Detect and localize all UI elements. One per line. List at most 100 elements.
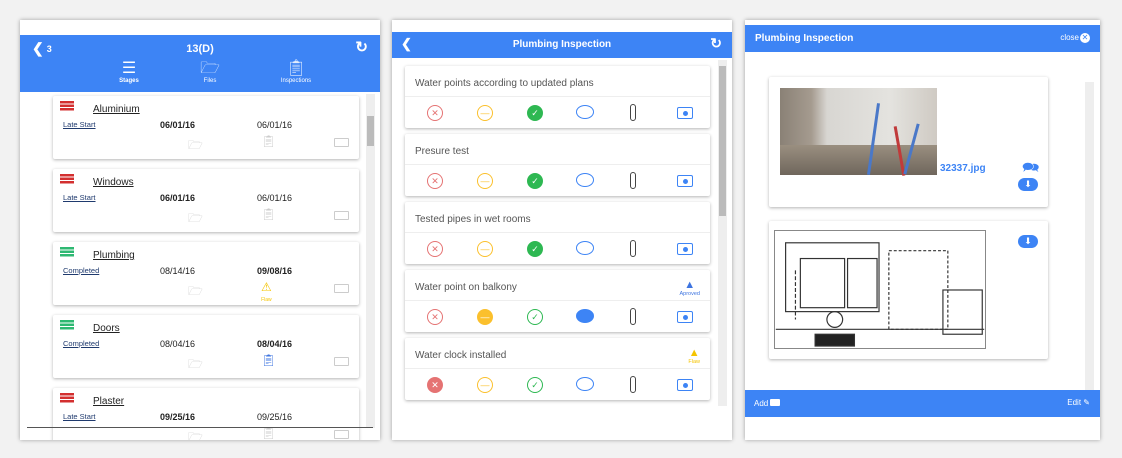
paperclip-icon[interactable] [630,240,636,257]
photo-thumbnail[interactable] [780,88,937,176]
fail-icon[interactable]: ✕ [427,377,443,393]
stage-card[interactable]: Doors Completed 08/04/16 08/04/16 🗁︎ 📋︎ [53,315,359,378]
fail-icon[interactable]: ✕ [427,105,443,121]
folder-icon[interactable]: 🗁︎ [188,284,203,298]
paperclip-icon[interactable] [630,172,636,189]
stage-status-link[interactable]: Late Start [63,120,96,129]
stage-card[interactable]: Plaster Late Start 09/25/16 09/25/16 🗁︎ … [53,388,359,440]
money-icon[interactable] [334,284,349,293]
paperclip-icon[interactable] [630,308,636,325]
stage-start-date: 06/01/16 [160,120,196,130]
money-icon[interactable] [334,211,349,220]
stage-status-link[interactable]: Completed [63,339,100,348]
tab-inspections[interactable]: 📋︎ Inspections [266,60,326,84]
file-card[interactable]: ⬇ [769,221,1048,359]
inspection-actions: ✕ — ✓ [405,96,710,128]
refresh-icon[interactable]: ↻ [355,39,368,56]
folder-icon[interactable]: 🗁︎ [188,357,203,371]
tab-label: Stages [119,78,139,84]
stage-name-link[interactable]: Plumbing [93,250,135,261]
back-button[interactable]: ❮ 3 [32,40,52,56]
flaw-label: Flaw [261,297,272,303]
refresh-icon[interactable]: ↻ [710,35,722,51]
stage-name-link[interactable]: Plaster [93,396,125,407]
add-photo-button[interactable]: Add [754,399,781,408]
close-button[interactable]: close ✕ [1060,33,1090,43]
comment-icon[interactable] [576,241,594,255]
stage-start-date: 06/01/16 [160,193,196,203]
stage-end-date: 06/01/16 [257,193,293,203]
comment-icon[interactable] [576,377,594,391]
scrollbar[interactable] [1085,82,1094,390]
camera-icon[interactable] [677,243,693,255]
tab-files[interactable]: 🗁︎ Files [180,60,240,84]
camera-icon[interactable] [677,311,693,323]
partial-icon[interactable]: — [477,309,493,325]
inspection-actions: ✕ — ✓ [405,300,710,332]
cloud-download-icon[interactable]: ⬇ [1018,178,1038,191]
stage-card[interactable]: Plumbing Completed 08/14/16 09/08/16 🗁︎ … [53,242,359,305]
file-card[interactable]: 32337.jpg 🗪︎ ⬇ [769,77,1048,207]
ok-icon[interactable]: ✓ [527,105,543,121]
fail-icon[interactable]: ✕ [427,173,443,189]
stage-status-link[interactable]: Late Start [63,193,96,202]
camera-icon[interactable] [677,107,693,119]
partial-icon[interactable]: — [477,173,493,189]
floor-plan-thumbnail[interactable] [774,230,986,349]
scrollbar[interactable] [718,60,727,406]
money-icon[interactable] [334,138,349,147]
folder-icon[interactable]: 🗁︎ [188,211,203,225]
stage-start-date: 08/14/16 [160,266,196,276]
ok-icon[interactable]: ✓ [527,241,543,257]
comment-icon[interactable] [576,309,594,323]
tab-label: Files [203,78,217,84]
comment-icon[interactable] [576,173,594,187]
warning-icon: ▲ [684,279,696,291]
inspection-icon[interactable]: 📋︎ [261,426,277,440]
stage-name-link[interactable]: Doors [93,323,120,334]
page-title: Plumbing Inspection [512,39,612,50]
inspection-icon[interactable]: 📋︎ [261,207,277,221]
scrollbar[interactable] [366,94,375,428]
inspection-item-text: Presure test [415,146,469,157]
ok-icon[interactable]: ✓ [527,309,543,325]
edit-button[interactable]: Edit ✎ [1067,398,1090,407]
camera-icon[interactable] [677,379,693,391]
fail-icon[interactable]: ✕ [427,309,443,325]
money-icon[interactable] [334,357,349,366]
paperclip-icon[interactable] [630,376,636,393]
money-icon[interactable] [334,430,349,439]
tab-stages[interactable]: ☰ Stages [99,60,159,84]
stages-icon: ☰ [121,60,137,77]
partial-icon[interactable]: — [477,377,493,393]
inspection-icon[interactable]: 📋︎ [261,134,277,148]
stage-name-link[interactable]: Windows [93,177,134,188]
stage-end-date: 09/25/16 [257,412,293,422]
badge-label: Flaw [688,359,700,365]
inspection-icon[interactable]: ⚠ Flaw [261,281,272,307]
cloud-download-icon[interactable]: ⬇ [1018,235,1038,248]
comment-icon[interactable]: 🗪︎ [1022,159,1040,175]
comment-icon[interactable] [576,105,594,119]
ok-icon[interactable]: ✓ [527,377,543,393]
paperclip-icon[interactable] [630,104,636,121]
inspection-icon[interactable]: 📋︎ [261,353,277,367]
inspection-item: Water clock installed ▲ Flaw ✕ — ✓ [405,338,710,400]
folder-icon: 🗁︎ [200,60,220,77]
fail-icon[interactable]: ✕ [427,241,443,257]
folder-icon[interactable]: 🗁︎ [188,430,203,440]
inspection-panel: ❮ Plumbing Inspection ↻ Water points acc… [392,20,732,440]
partial-icon[interactable]: — [477,105,493,121]
stage-card[interactable]: Windows Late Start 06/01/16 06/01/16 🗁︎ … [53,169,359,232]
stage-status-link[interactable]: Completed [63,266,100,275]
stage-card[interactable]: Aluminium Late Start 06/01/16 06/01/16 🗁… [53,96,359,159]
ok-icon[interactable]: ✓ [527,173,543,189]
stage-status-link[interactable]: Late Start [63,412,96,421]
partial-icon[interactable]: — [477,241,493,257]
folder-icon[interactable]: 🗁︎ [188,138,203,152]
camera-icon[interactable] [677,175,693,187]
back-button[interactable]: ❮ [401,36,412,51]
stages-panel: ❮ 3 13(D) ↻ ☰ Stages 🗁︎ Files 📋︎ Inspections A… [20,20,380,440]
stage-name-link[interactable]: Aluminium [93,104,140,115]
file-name-link[interactable]: 32337.jpg [940,163,986,174]
